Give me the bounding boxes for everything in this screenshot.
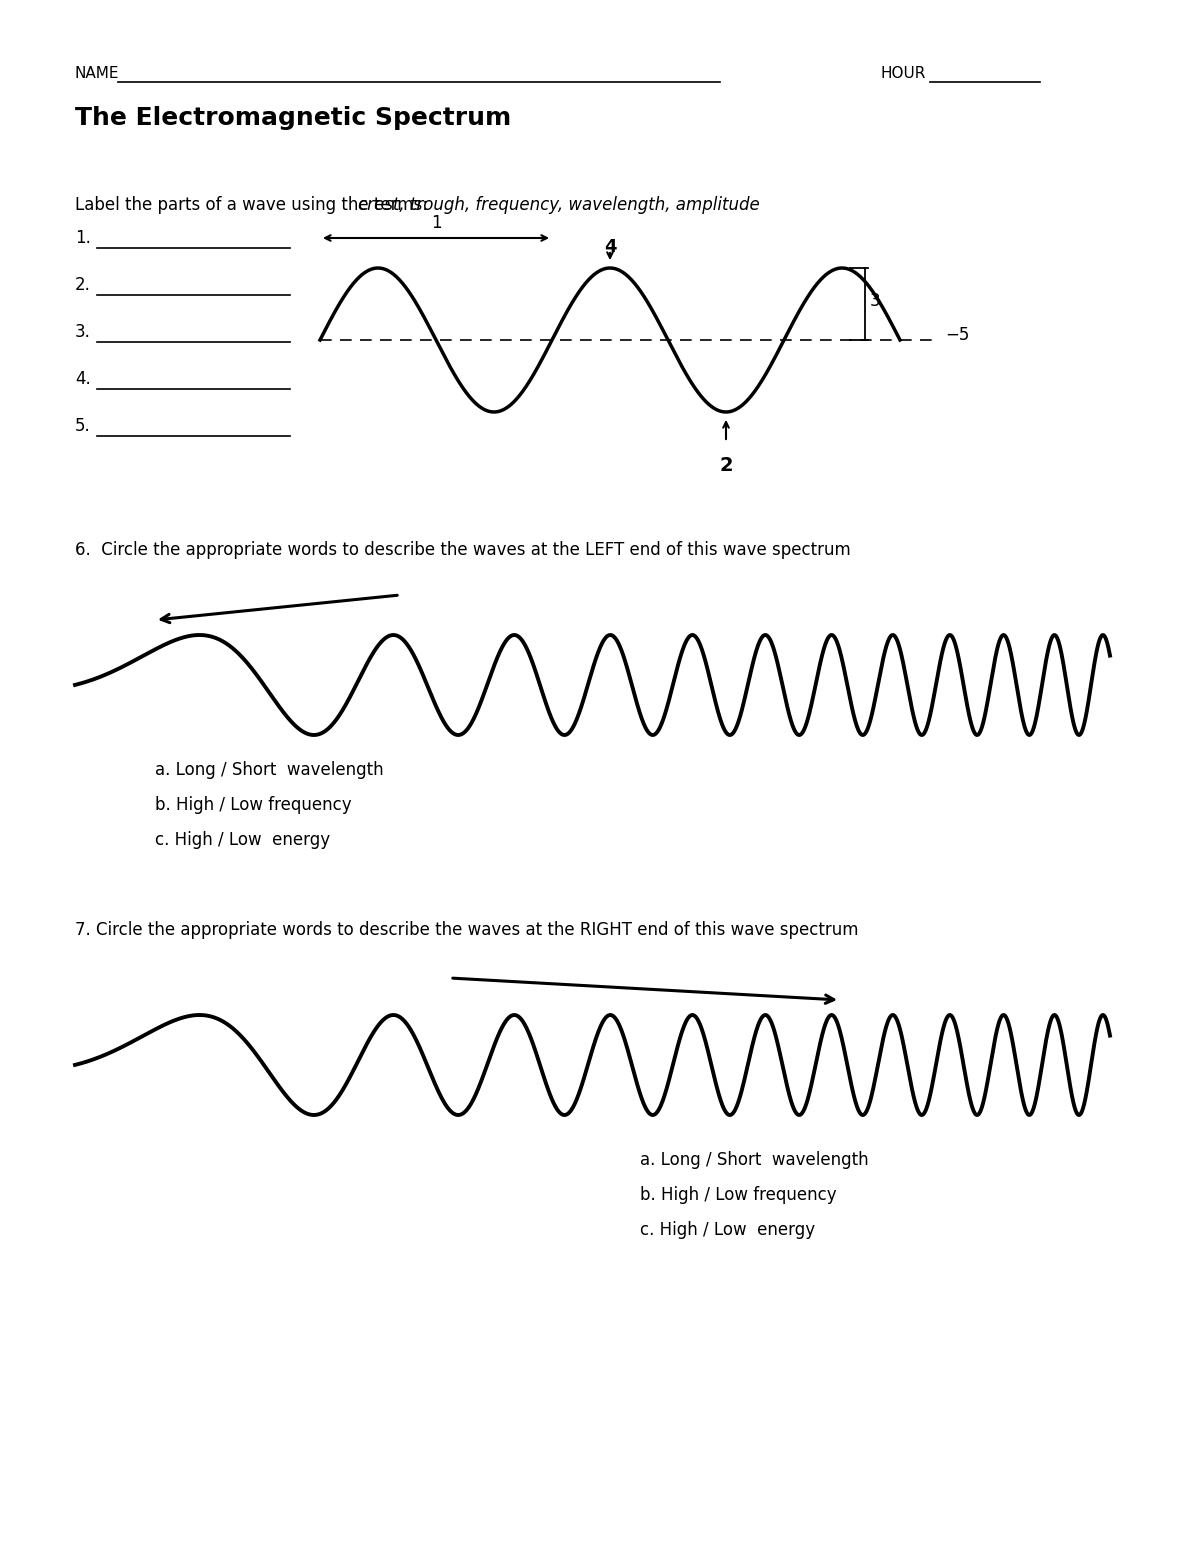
Text: b. High / Low frequency: b. High / Low frequency [155,797,352,814]
Text: 1.: 1. [74,228,91,247]
Text: 3: 3 [870,292,881,311]
Text: 5.: 5. [74,418,91,435]
Text: 3.: 3. [74,323,91,342]
Text: a. Long / Short  wavelength: a. Long / Short wavelength [155,761,384,780]
Text: 2: 2 [719,457,733,475]
Text: NAME: NAME [74,65,120,81]
Text: a. Long / Short  wavelength: a. Long / Short wavelength [640,1151,869,1169]
Text: c. High / Low  energy: c. High / Low energy [640,1221,815,1239]
Text: Label the parts of a wave using the terms:: Label the parts of a wave using the term… [74,196,433,214]
Text: crest, trough, frequency, wavelength, amplitude: crest, trough, frequency, wavelength, am… [358,196,760,214]
Text: 1: 1 [431,214,442,231]
Text: 4.: 4. [74,370,91,388]
Text: 2.: 2. [74,276,91,294]
Text: 4: 4 [604,238,617,256]
Text: −5: −5 [946,326,970,345]
Text: b. High / Low frequency: b. High / Low frequency [640,1186,836,1204]
Text: The Electromagnetic Spectrum: The Electromagnetic Spectrum [74,106,511,130]
Text: HOUR: HOUR [880,65,925,81]
Text: 6.  Circle the appropriate words to describe the waves at the LEFT end of this w: 6. Circle the appropriate words to descr… [74,540,851,559]
Text: 7. Circle the appropriate words to describe the waves at the RIGHT end of this w: 7. Circle the appropriate words to descr… [74,921,858,940]
Text: c. High / Low  energy: c. High / Low energy [155,831,330,849]
